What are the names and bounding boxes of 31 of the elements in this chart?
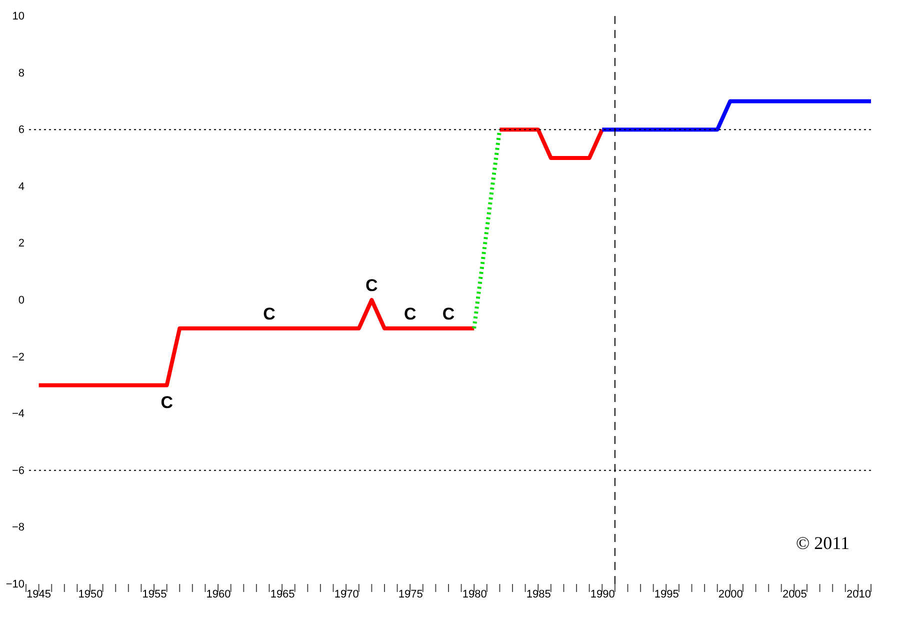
x-tick-label: 1960	[206, 588, 231, 600]
y-tick-label: 2	[18, 238, 24, 250]
x-tick-label: 1995	[654, 588, 679, 600]
annotation: C	[263, 304, 276, 324]
y-tick-label: 6	[18, 124, 24, 136]
annotation: C	[366, 276, 378, 295]
annotation: © 2011	[796, 533, 850, 553]
x-tick-label: 2000	[718, 588, 743, 600]
annotation: C	[160, 393, 173, 412]
x-tick-label: 1980	[462, 588, 487, 600]
y-tick-label: −10	[6, 578, 24, 590]
x-tick-label: 2005	[782, 588, 807, 600]
x-tick-label: 1950	[78, 588, 103, 600]
y-tick-label: 4	[18, 180, 24, 193]
x-tick-label: 1990	[590, 588, 615, 600]
x-tick-label: 1965	[270, 588, 295, 600]
x-tick-label: 2010	[846, 588, 871, 600]
y-tick-label: −2	[12, 351, 24, 364]
y-tick-label: 10	[12, 10, 24, 22]
annotation: C	[442, 304, 455, 324]
y-tick-label: −6	[12, 464, 24, 477]
y-tick-label: 8	[18, 67, 24, 80]
x-tick-label: 1975	[398, 588, 423, 600]
x-tick-label: 1970	[334, 588, 359, 600]
annotation: C	[404, 304, 416, 324]
y-tick-label: −8	[12, 522, 24, 534]
y-tick-label: −4	[12, 408, 24, 420]
x-tick-label: 1985	[526, 588, 551, 600]
x-tick-label: 1945	[26, 588, 51, 600]
x-tick-label: 1955	[142, 588, 167, 600]
y-tick-label: 0	[18, 294, 24, 306]
